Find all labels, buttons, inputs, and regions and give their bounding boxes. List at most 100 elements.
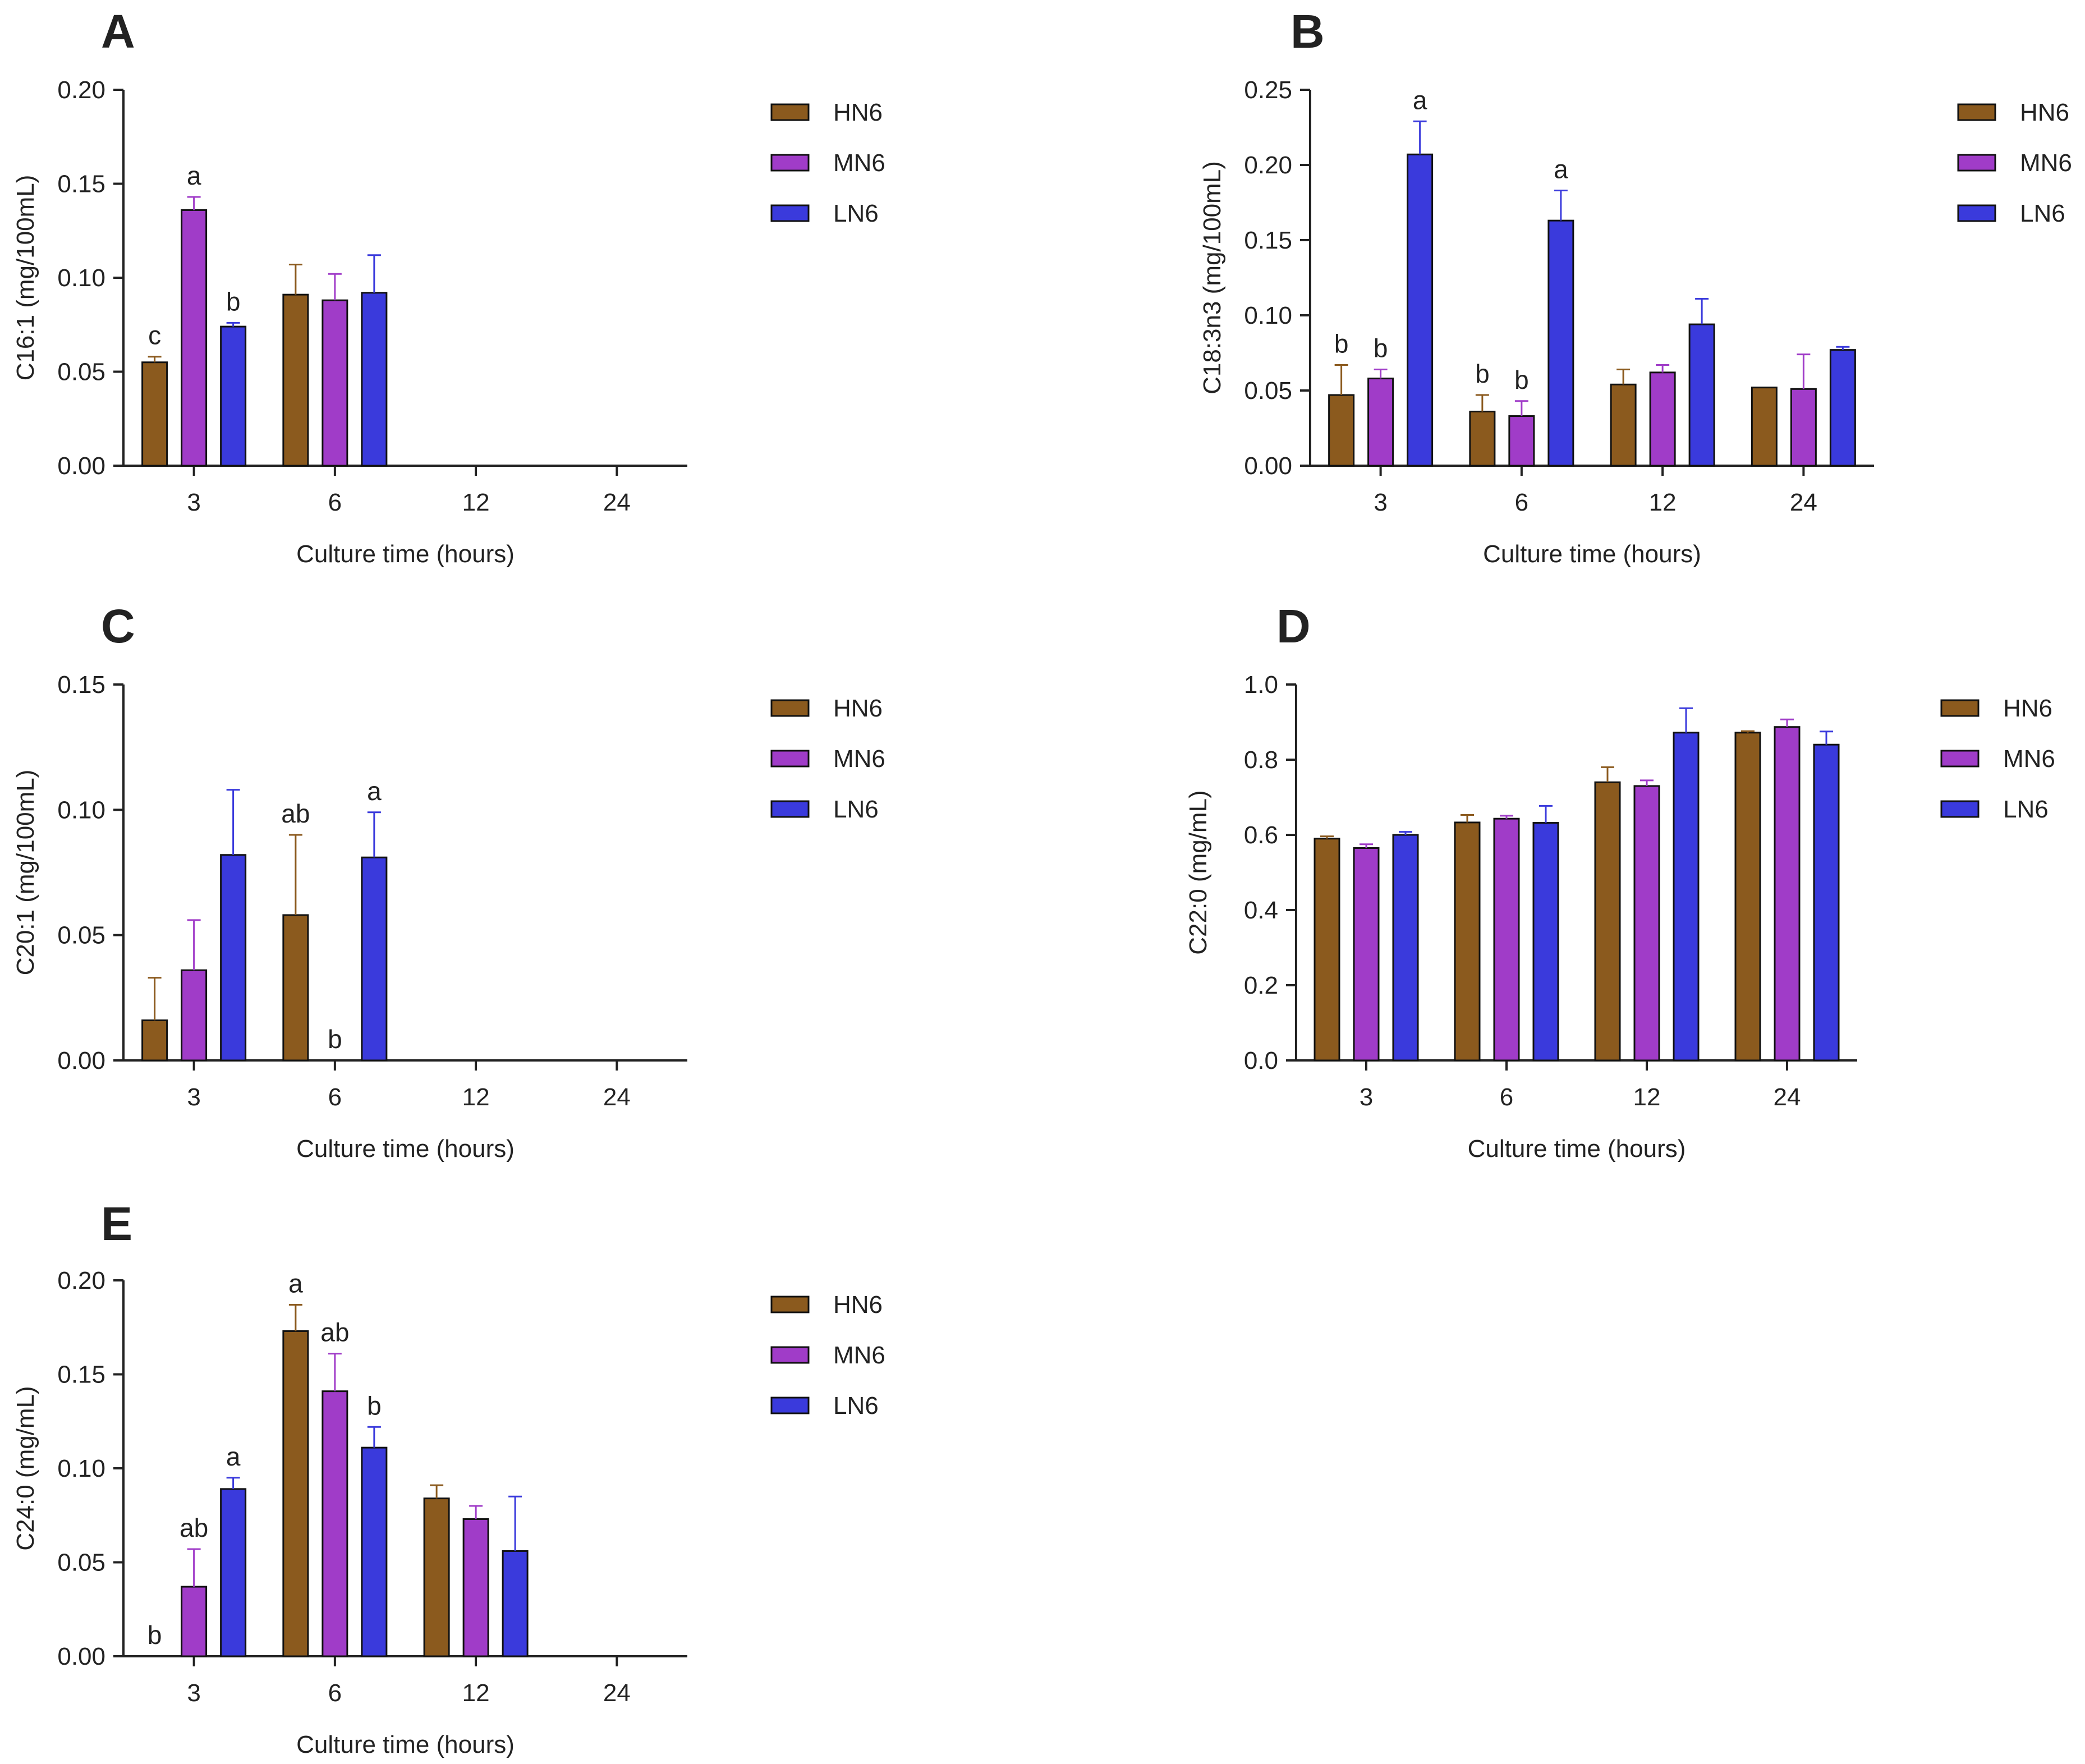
bar-hn6: [1328, 394, 1355, 467]
legend-label-hn6: HN6: [2003, 695, 2052, 722]
legend-label-mn6: MN6: [2003, 745, 2055, 773]
bar-ln6: [502, 1550, 529, 1657]
x-tick-label: 6: [328, 1679, 342, 1707]
panel-b: B 0.00 0.05 0.10 0.15 0.20 0.25 3 6 12 24 Culture t…: [1198, 5, 2072, 568]
bar-hn6: [282, 914, 309, 1062]
legend-swatch-hn6: [1957, 103, 1996, 121]
significance-label: a: [187, 161, 201, 190]
bar-ln6: [1688, 323, 1715, 467]
y-axis-title: C18:3n3 (mg/100mL): [1198, 161, 1226, 394]
y-axis-title: C16:1 (mg/100mL): [12, 175, 39, 381]
y-tick-label: 0.05: [1244, 377, 1292, 405]
panel-letter: E: [101, 1197, 132, 1250]
bar-ln6: [1547, 219, 1574, 467]
x-axis-title: Culture time (hours): [296, 1135, 515, 1163]
significance-label: c: [148, 321, 161, 350]
y-tick-label: 0.05: [57, 922, 105, 949]
bar-mn6: [1649, 371, 1676, 467]
y-tick-label: 0.8: [1244, 746, 1278, 774]
x-tick-label: 24: [1790, 489, 1817, 516]
bar-hn6: [1594, 781, 1621, 1062]
y-axis-title: C24:0 (mg/mL): [12, 1386, 39, 1550]
bar-hn6: [423, 1497, 450, 1657]
legend-swatch-mn6: [1940, 750, 1980, 768]
bar-ln6: [220, 1488, 247, 1657]
significance-label: ab: [281, 799, 310, 828]
y-tick-label: 0.00: [57, 1643, 105, 1670]
y-tick-label: 0.20: [1244, 151, 1292, 179]
y-tick-label: 1.0: [1244, 671, 1278, 699]
y-tick-label: 0.15: [57, 671, 105, 699]
bar-mn6: [1633, 785, 1660, 1062]
bar-mn6: [1508, 415, 1535, 467]
legend-label-hn6: HN6: [2020, 99, 2069, 126]
bar-ln6: [361, 1446, 388, 1657]
legend-swatch-mn6: [1957, 154, 1996, 172]
y-tick-label: 0.10: [57, 1455, 105, 1482]
bar-ln6: [1392, 834, 1419, 1062]
legend-swatch-hn6: [770, 699, 810, 717]
bar-mn6: [1367, 378, 1394, 467]
y-tick-label: 0.15: [57, 1361, 105, 1389]
x-tick-label: 6: [1515, 489, 1528, 516]
y-tick-label: 0.10: [57, 264, 105, 292]
bar-ln6: [1829, 349, 1856, 467]
legend-swatch-hn6: [770, 103, 810, 121]
legend-swatch-ln6: [1957, 204, 1996, 222]
bar-hn6: [1454, 821, 1481, 1062]
bar-ln6: [220, 325, 247, 467]
bar-mn6: [462, 1518, 489, 1657]
x-axis-title: Culture time (hours): [1483, 540, 1701, 568]
x-tick-label: 12: [462, 1679, 490, 1707]
legend-swatch-ln6: [1940, 800, 1980, 818]
legend-label-mn6: MN6: [833, 745, 885, 773]
legend-label-mn6: MN6: [2020, 149, 2072, 177]
significance-label: b: [148, 1620, 162, 1650]
x-tick-label: 24: [603, 489, 631, 516]
legend-label-ln6: LN6: [833, 200, 879, 227]
x-tick-label: 6: [328, 489, 342, 516]
significance-label: a: [1554, 155, 1568, 184]
bar-mn6: [1774, 726, 1801, 1062]
x-tick-label: 6: [328, 1083, 342, 1111]
y-tick-label: 0.00: [57, 452, 105, 480]
significance-label: b: [1514, 365, 1529, 394]
bar-hn6: [1734, 732, 1761, 1062]
significance-label: b: [1334, 329, 1349, 358]
bar-mn6: [1493, 817, 1520, 1062]
legend-swatch-hn6: [770, 1296, 810, 1313]
significance-label: a: [288, 1269, 303, 1298]
legend-label-mn6: MN6: [833, 1342, 885, 1369]
x-axis-title: Culture time (hours): [296, 540, 515, 568]
bar-ln6: [1813, 743, 1840, 1062]
x-tick-label: 24: [603, 1083, 631, 1111]
y-tick-label: 0.05: [57, 359, 105, 386]
bar-hn6: [141, 361, 168, 467]
legend-swatch-ln6: [770, 204, 810, 222]
y-tick-label: 0.2: [1244, 972, 1278, 999]
bar-mn6: [181, 209, 208, 467]
x-tick-label: 3: [187, 1083, 200, 1111]
bar-mn6: [1790, 388, 1817, 467]
bar-hn6: [141, 1019, 168, 1062]
y-axis-title: C22:0 (mg/mL): [1184, 790, 1212, 954]
panel-d: D 0.0 0.2 0.4 0.6 0.8 1.0 3 6 12 24 Culture time (h…: [1184, 600, 2055, 1163]
y-tick-label: 0.25: [1244, 76, 1292, 104]
x-tick-label: 3: [187, 1679, 200, 1707]
bar-ln6: [1407, 153, 1434, 467]
panel-letter: C: [101, 600, 135, 653]
legend-label-hn6: HN6: [833, 1291, 883, 1319]
bar-hn6: [1751, 387, 1778, 467]
x-tick-label: 3: [1360, 1083, 1373, 1111]
bar-hn6: [282, 1330, 309, 1657]
y-tick-label: 0.4: [1244, 897, 1278, 924]
bar-ln6: [1673, 732, 1700, 1062]
significance-label: b: [1475, 359, 1490, 388]
y-tick-label: 0.15: [1244, 227, 1292, 254]
x-tick-label: 24: [603, 1679, 631, 1707]
bar-ln6: [220, 854, 247, 1062]
x-tick-label: 3: [187, 489, 200, 516]
bar-mn6: [1353, 847, 1380, 1062]
legend-swatch-hn6: [1940, 699, 1980, 717]
